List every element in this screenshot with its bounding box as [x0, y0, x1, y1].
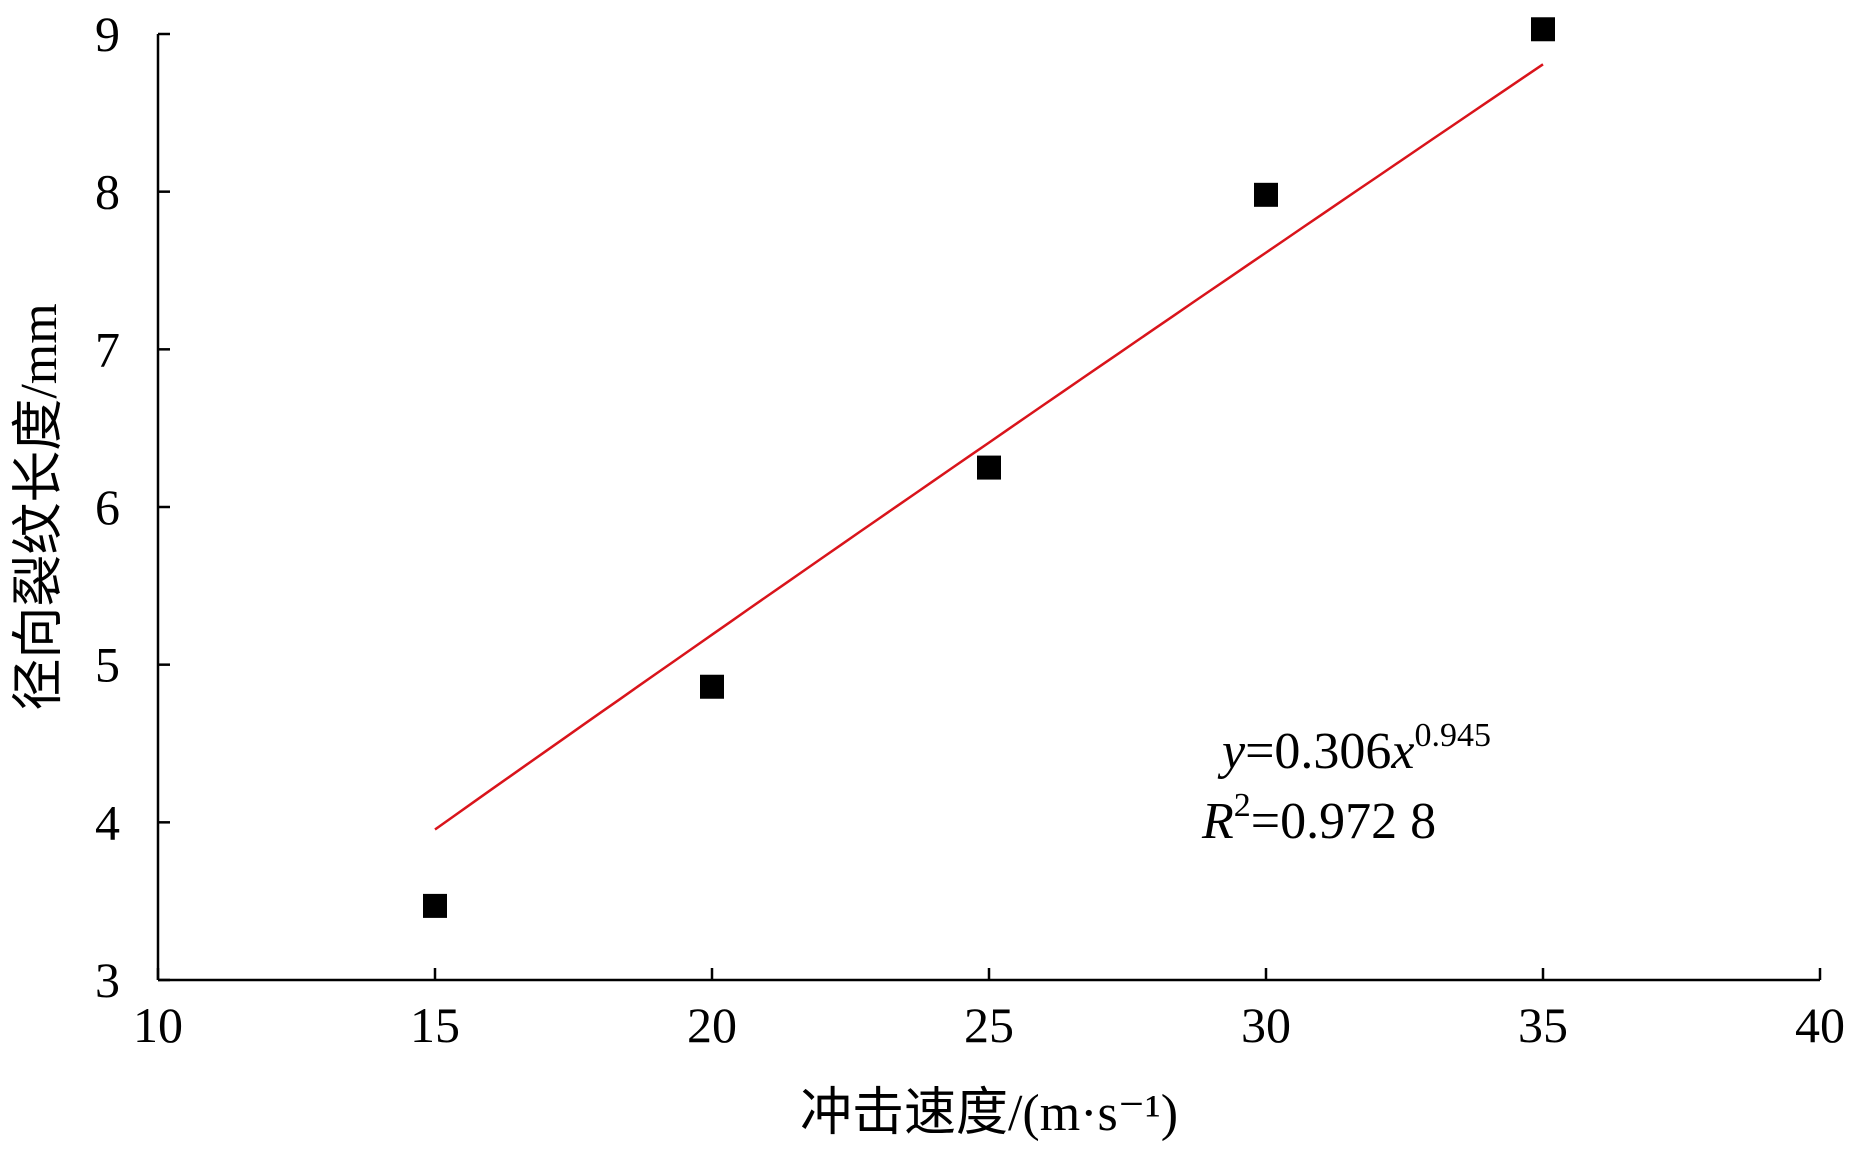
y-ticks: 3 4 5 6 7 8 9 — [95, 6, 170, 1008]
x-tick-label: 25 — [964, 997, 1014, 1053]
x-tick-label: 10 — [133, 997, 183, 1053]
x-axis-title: 冲击速度/(m·s⁻¹) — [800, 1085, 1178, 1142]
x-tick-label: 15 — [410, 997, 460, 1053]
y-tick-label: 6 — [95, 479, 120, 535]
x-tick-label: 30 — [1241, 997, 1291, 1053]
fit-line-group — [434, 63, 1544, 831]
equation-exponent: 0.945 — [1415, 717, 1492, 754]
x-tick-label: 20 — [687, 997, 737, 1053]
equation-coefficient: =0.306 — [1245, 723, 1391, 780]
fit-equation: y=0.306x0.945 — [1217, 717, 1491, 780]
x-tick-label: 40 — [1795, 997, 1845, 1053]
fit-line — [434, 63, 1544, 831]
y-tick-label: 9 — [95, 6, 120, 62]
y-axis-title: 径向裂纹长度/mm — [11, 303, 68, 710]
y-tick-label: 8 — [95, 164, 120, 220]
y-tick-label: 3 — [95, 952, 120, 1008]
data-point — [977, 455, 1001, 480]
y-tick-label: 5 — [95, 637, 120, 693]
equation-x-variable: x — [1390, 723, 1414, 780]
data-point — [423, 893, 447, 918]
r-squared-value: =0.972 8 — [1251, 793, 1436, 850]
r-squared-variable: R — [1201, 793, 1234, 850]
data-point — [1254, 182, 1278, 207]
equation-y-variable: y — [1217, 723, 1246, 780]
x-tick-label: 35 — [1518, 997, 1568, 1053]
axes — [156, 34, 1820, 982]
r-squared-annotation: R2=0.972 8 — [1201, 787, 1436, 850]
data-point — [1531, 17, 1555, 42]
x-ticks: 10 15 20 25 30 35 40 — [133, 968, 1845, 1053]
y-tick-label: 7 — [95, 321, 120, 377]
y-tick-label: 4 — [95, 794, 120, 850]
r-squared-superscript: 2 — [1234, 787, 1251, 824]
data-point — [700, 674, 724, 699]
data-points — [423, 17, 1555, 918]
